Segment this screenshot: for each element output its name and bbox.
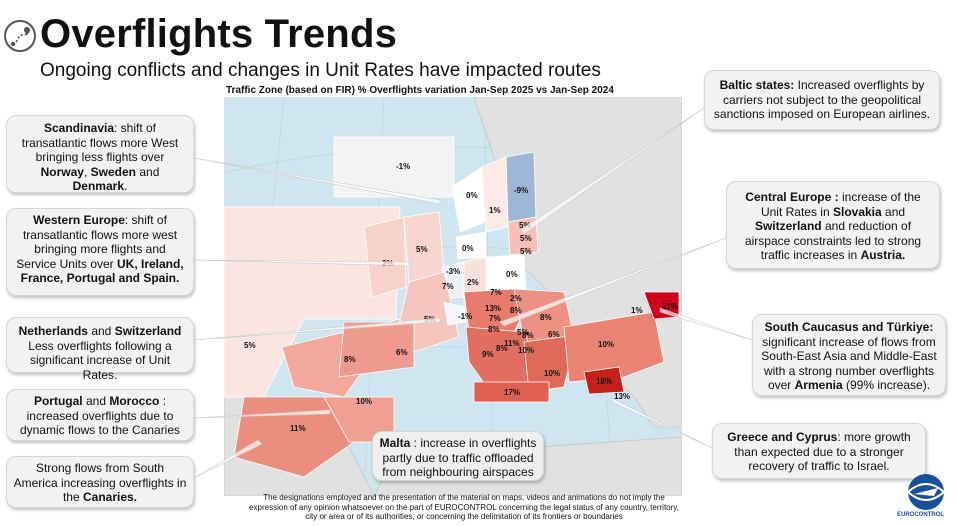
callout-western-europe: Western Europe: shift of transatlantic f… [6, 208, 194, 296]
map-label-portugal: 8% [344, 355, 356, 364]
region-malta [473, 381, 550, 403]
map-label-morocco: 10% [356, 397, 372, 406]
map-label-iceland: -1% [396, 162, 410, 171]
map-label-albania: 8% [496, 344, 508, 353]
map-label-slovakia: 2% [510, 294, 522, 303]
map-label-israel: 13% [614, 392, 630, 401]
map-label-france: 5% [424, 315, 436, 324]
map-label-sweden: 1% [489, 206, 501, 215]
callout-south-america: Strong flows from South America increasi… [6, 456, 194, 508]
map-label-atlantic: 5% [244, 341, 256, 350]
eurocontrol-logo-icon [907, 474, 946, 510]
region-iceland [333, 136, 455, 198]
map-label-uk: 5% [416, 245, 428, 254]
map-label-estonia: 5% [519, 221, 531, 230]
map-label-turkey: 10% [598, 340, 614, 349]
map-label-croatia: 8% [488, 325, 500, 334]
callout-portugal-morocco: Portugal and Morocco : increased overfli… [6, 389, 194, 441]
map-label-czechia: 7% [490, 288, 502, 297]
map-label-finland: -9% [514, 186, 528, 195]
page-title: Overflights Trends [40, 12, 398, 56]
map-label-germany: 2% [467, 278, 479, 287]
map-label-italy: 9% [482, 350, 494, 359]
map-label-latvia: 5% [520, 234, 532, 243]
map-label-netherlands: -3% [446, 267, 460, 276]
callout-baltic: Baltic states: Increased overflights by … [704, 70, 940, 130]
callout-caucasus: South Caucasus and Türkiye: significant … [752, 314, 946, 396]
callout-scandinavia: Scandinavia: shift of transatlantic flow… [6, 115, 194, 193]
map-label-bosnia: 5% [517, 328, 529, 337]
map-label-slovenia: 7% [489, 314, 501, 323]
region-switzerland [443, 301, 467, 326]
map-label-switzerland: -1% [458, 312, 472, 321]
callout-central-europe: Central Europe : increase of the Unit Ra… [726, 181, 940, 269]
map-label-poland: 0% [506, 270, 518, 279]
page-subtitle: Ongoing conflicts and changes in Unit Ra… [40, 60, 601, 81]
region-shanwick [363, 216, 407, 298]
map-caption: Traffic Zone (based on FIR) % Overflight… [226, 85, 614, 96]
map-label-cyprus: 18% [596, 377, 612, 386]
map-label-caucasus: 21% [662, 302, 678, 311]
map-label-austria: 13% [485, 304, 501, 313]
map-label-serbia: 8% [522, 331, 534, 340]
region-sweden [481, 156, 509, 233]
map-label-macedonia: 10% [518, 346, 534, 355]
map-label-malta: 17% [504, 388, 520, 397]
callout-malta: Malta : increase in overflights partly d… [372, 431, 544, 481]
disclaimer-text: The designations employed and the presen… [249, 493, 679, 521]
map-label-lithuania: 5% [520, 247, 532, 256]
map-label-montenegro: 11% [504, 339, 520, 348]
map-label-greece: 10% [544, 369, 560, 378]
callout-netherlands: Netherlands and Switzerland Less overfli… [6, 317, 194, 382]
region-greece [523, 334, 577, 393]
region-cyprus [583, 366, 625, 395]
eurocontrol-logo-text: EUROCONTROL [897, 512, 944, 518]
map-label-hungary: 8% [510, 306, 522, 315]
map-label-spain: 6% [396, 348, 408, 357]
map-label-moldova: 1% [631, 306, 643, 315]
map-label-romania: 8% [540, 313, 552, 322]
route-pin-icon [4, 20, 36, 52]
map-label-bulgaria: 6% [548, 330, 560, 339]
callout-greece-cyprus: Greece and Cyprus: more growth than expe… [712, 423, 926, 479]
map-label-canarias: 11% [290, 424, 306, 433]
map-label-shanwick: 3% [382, 259, 394, 268]
map-label-denmark: 0% [462, 244, 474, 253]
map-label-norway: 0% [466, 191, 478, 200]
map-label-belgium: 7% [442, 282, 454, 291]
